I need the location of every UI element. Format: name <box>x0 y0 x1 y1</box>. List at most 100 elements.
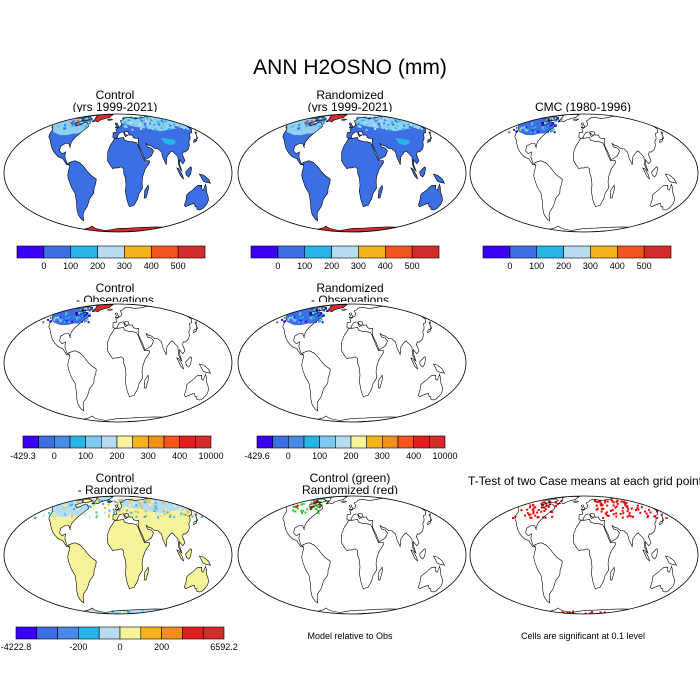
grid-cell <box>131 122 134 125</box>
grid-cell <box>598 500 601 503</box>
grid-cell <box>283 316 286 319</box>
grid-cell <box>91 503 94 506</box>
grid-cell <box>133 610 136 613</box>
grid-cell <box>619 512 622 515</box>
grid-cell <box>520 509 523 512</box>
grid-cell <box>155 507 158 510</box>
land-africa <box>341 137 384 207</box>
grid-cell <box>144 120 147 123</box>
grid-cell <box>298 320 300 323</box>
grid-cell <box>596 507 599 510</box>
grid-cell <box>116 501 119 504</box>
grid-cell <box>544 127 547 130</box>
grid-cell <box>127 508 130 511</box>
land-africa <box>341 519 384 589</box>
grid-cell <box>76 501 79 504</box>
grid-cell <box>615 515 618 518</box>
grid-cell <box>544 118 547 121</box>
coastline-indonesia1 <box>176 357 184 370</box>
grid-cell <box>121 610 124 613</box>
grid-cell <box>192 513 195 516</box>
grid-cell <box>316 318 318 321</box>
land-madagascar <box>378 185 383 198</box>
grid-cell <box>86 120 89 123</box>
grid-cell <box>398 120 401 123</box>
grid-cell <box>364 126 367 128</box>
land-southamerica <box>533 542 563 603</box>
grid-cell <box>118 509 121 512</box>
grid-cell <box>302 502 305 505</box>
grid-cell <box>527 128 530 131</box>
grid-cell <box>545 504 548 507</box>
land-australia <box>418 566 443 593</box>
coastline-uk <box>348 504 353 511</box>
land-madagascar <box>144 185 149 198</box>
grid-cell <box>291 125 294 128</box>
grid-cell <box>410 124 412 126</box>
grid-cell <box>378 123 381 126</box>
grid-cell <box>135 515 138 518</box>
grid-cell <box>319 316 322 319</box>
grid-cell <box>123 125 126 128</box>
grid-cell <box>547 506 550 508</box>
colorbar-box <box>16 245 45 259</box>
coastline-southamerica <box>67 160 97 222</box>
coastline-northamerica <box>276 116 323 166</box>
grid-cell <box>378 125 381 128</box>
map-control-randomized <box>2 494 234 616</box>
grid-cell <box>549 500 552 503</box>
coastline-baffin <box>82 116 93 121</box>
coastline-iceland <box>106 308 114 311</box>
grid-cell <box>300 318 303 321</box>
grid-cell <box>320 117 322 120</box>
panel-title-line: (yrs 1999-2021) <box>72 100 158 114</box>
grid-cell <box>534 126 537 128</box>
grid-cell <box>310 121 313 124</box>
grid-cell <box>152 128 155 131</box>
grid-cell <box>127 506 130 509</box>
grid-cell <box>532 503 535 506</box>
grid-cell <box>74 501 77 504</box>
land-newguinea <box>433 174 445 184</box>
coastline-newguinea <box>664 173 678 184</box>
colorbar-label: 300 <box>583 261 598 271</box>
grid-cell <box>102 503 105 505</box>
grid-cell <box>126 117 129 120</box>
grid-cell <box>313 118 316 121</box>
grid-cell <box>536 516 539 519</box>
grid-cell <box>310 119 313 122</box>
grid-cell <box>529 504 532 507</box>
map-border <box>469 495 699 615</box>
grid-cell <box>149 503 152 506</box>
colorbar-label: 400 <box>172 451 187 461</box>
map-control-obs <box>2 302 234 424</box>
grid-cell <box>623 502 626 505</box>
grid-cell <box>86 117 88 120</box>
map-border <box>3 495 233 615</box>
grid-cell <box>313 309 316 312</box>
grid-cell <box>356 117 359 120</box>
grid-cell <box>318 505 321 508</box>
colorbar-box <box>163 435 180 449</box>
grid-cell <box>149 122 152 125</box>
coastline-africa <box>341 327 384 398</box>
grid-cell <box>113 511 116 514</box>
grid-cell <box>88 313 91 316</box>
grid-cell <box>629 515 632 518</box>
grid-cell <box>365 128 368 131</box>
map-mask <box>236 302 468 424</box>
grid-cell <box>374 119 377 122</box>
grid-cell <box>90 308 93 311</box>
grid-cell <box>610 499 613 502</box>
grid-cell <box>550 124 553 127</box>
grid-cell <box>301 313 304 316</box>
grid-cell <box>377 122 380 125</box>
grid-cell <box>528 506 531 509</box>
grid-cell <box>162 126 164 129</box>
grid-cell <box>125 507 128 510</box>
coastline-japan <box>193 513 198 526</box>
coastline-madagascar <box>143 566 149 581</box>
coastline-northamerica <box>508 498 555 548</box>
grid-cell <box>550 117 553 120</box>
land-australia <box>418 374 443 401</box>
